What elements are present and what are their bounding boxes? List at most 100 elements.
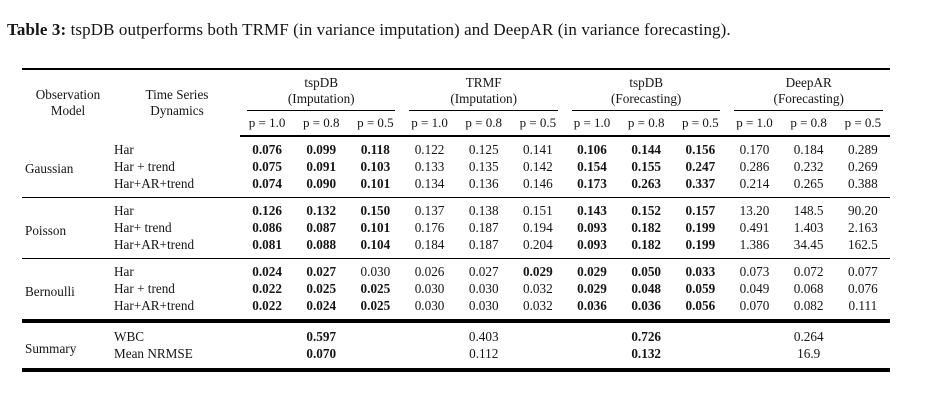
table-caption-label: Table 3:	[7, 20, 67, 39]
table-row: Bernoulli Har 0.024 0.027 0.030 0.026 0.027 0.0…	[22, 258, 890, 321]
group-header-tspdb-forecasting: tspDB (Forecasting)	[565, 69, 727, 111]
value-cell: 0.081	[252, 237, 282, 252]
value-cell: 0.136	[468, 176, 499, 191]
p-value-header: p = 1.0	[240, 111, 295, 137]
value-cell: 0.082	[793, 298, 824, 313]
column-header-observation-model: Observation Model	[22, 69, 114, 136]
value-cell: 0.156	[685, 142, 716, 157]
p-value-header: p = 0.5	[835, 111, 890, 137]
dynamics-label: Har+AR+trend	[114, 176, 195, 191]
value-cell: 90.20	[835, 197, 890, 219]
table-caption: Table 3: tspDB outperforms both TRMF (in…	[7, 20, 731, 40]
value-cell: 0.194	[523, 220, 553, 235]
value-cell: 162.5	[848, 237, 878, 252]
value-cell: 0.337	[685, 176, 716, 191]
summary-block: Summary WBC 0.597 0.403 0.726 0.264 Mean NRMSE…	[22, 319, 890, 370]
p-value-header: p = 0.5	[348, 111, 403, 137]
value-cell: 1.386	[739, 237, 770, 252]
value-cell: 0.050	[619, 258, 674, 280]
value-cell: 0.026	[402, 258, 457, 280]
value-cell: 0.093	[577, 237, 607, 252]
value-cell: 0.068	[793, 281, 824, 296]
value-cell: 0.133	[414, 159, 445, 174]
value-cell: 0.087	[306, 220, 337, 235]
value-cell: 0.144	[631, 142, 661, 157]
group-header-trmf-imputation: TRMF (Imputation)	[402, 69, 564, 111]
value-cell: 0.199	[685, 220, 716, 235]
p-value-header: p = 0.8	[456, 111, 511, 137]
value-cell: 0.072	[781, 258, 836, 280]
value-cell: 0.125	[468, 142, 499, 157]
value-cell: 0.076	[252, 142, 282, 157]
value-cell: 0.182	[631, 220, 661, 235]
summary-metric-label: WBC	[114, 319, 240, 345]
block-poisson: Poisson Har 0.126 0.132 0.150 0.137 0.138 0.151…	[22, 197, 890, 259]
table-row: Har+AR+trend 0.074 0.090 0.101 0.134 0.136 0.1…	[22, 175, 890, 198]
p-value-header: p = 0.8	[294, 111, 349, 137]
summary-label: Summary	[22, 319, 114, 370]
value-cell: 0.269	[848, 159, 878, 174]
p-value-header: p = 0.8	[619, 111, 674, 137]
value-cell: 0.187	[468, 237, 499, 252]
group-header-row: Observation Model Time Series Dynamics t…	[22, 69, 890, 118]
value-cell: 13.20	[727, 197, 782, 219]
value-cell: 0.154	[577, 159, 607, 174]
value-cell: 0.155	[631, 159, 661, 174]
summary-value-cell: 0.264	[727, 319, 890, 345]
value-cell: 0.101	[360, 176, 391, 191]
p-value-header: p = 1.0	[727, 111, 782, 137]
p-value-header: p = 1.0	[402, 111, 457, 137]
value-cell: 0.099	[306, 142, 337, 157]
value-cell: 0.152	[619, 197, 674, 219]
value-cell: 0.075	[252, 159, 282, 174]
table-row: Har + trend 0.022 0.025 0.025 0.030 0.030 0.03…	[22, 280, 890, 297]
value-cell: 0.132	[294, 197, 349, 219]
table-row: Har+AR+trend 0.081 0.088 0.104 0.184 0.187 0.2…	[22, 236, 890, 259]
value-cell: 0.029	[577, 281, 607, 296]
value-cell: 0.263	[631, 176, 661, 191]
value-cell: 0.090	[306, 176, 337, 191]
value-cell: 0.022	[252, 281, 282, 296]
value-cell: 0.033	[673, 258, 728, 280]
value-cell: 0.184	[793, 142, 824, 157]
value-cell: 2.163	[848, 220, 878, 235]
value-cell: 0.141	[523, 142, 553, 157]
dynamics-label: Har + trend	[114, 159, 175, 174]
value-cell: 0.122	[414, 142, 445, 157]
value-cell: 0.138	[456, 197, 511, 219]
value-cell: 0.388	[848, 176, 878, 191]
value-cell: 0.135	[468, 159, 499, 174]
value-cell: 0.056	[685, 298, 716, 313]
value-cell: 0.059	[685, 281, 716, 296]
group-mode: (Forecasting)	[773, 91, 844, 106]
dynamics-label: Har+AR+trend	[114, 298, 195, 313]
summary-value-cell: 0.070	[306, 346, 337, 361]
value-cell: 0.142	[523, 159, 553, 174]
summary-value-cell: 0.726	[564, 319, 728, 345]
value-cell: 0.027	[294, 258, 349, 280]
value-cell: 0.170	[739, 142, 770, 157]
dynamics-label: Har	[114, 141, 134, 157]
value-cell: 0.157	[673, 197, 728, 219]
table-row: Har+ trend 0.086 0.087 0.101 0.176 0.187 0.194…	[22, 219, 890, 236]
group-name: tspDB	[629, 75, 664, 90]
value-cell: 0.032	[523, 281, 553, 296]
block-gaussian: Gaussian Har 0.076 0.099 0.118 0.122 0.125 0.14…	[22, 136, 890, 198]
value-cell: 0.184	[414, 237, 445, 252]
value-cell: 0.204	[523, 237, 553, 252]
value-cell: 0.024	[240, 258, 295, 280]
table-header: Observation Model Time Series Dynamics t…	[22, 69, 890, 137]
dynamics-label: Har+ trend	[114, 220, 172, 235]
value-cell: 0.101	[360, 220, 391, 235]
p-value-header: p = 0.5	[673, 111, 728, 137]
summary-value-cell: 0.132	[631, 346, 661, 361]
p-value-header: p = 0.5	[510, 111, 565, 137]
value-cell: 0.150	[348, 197, 403, 219]
table-row: Poisson Har 0.126 0.132 0.150 0.137 0.138 0.151…	[22, 197, 890, 259]
value-cell: 0.214	[739, 176, 770, 191]
group-mode: (Imputation)	[287, 91, 355, 106]
value-cell: 0.106	[577, 142, 607, 157]
value-cell: 148.5	[781, 197, 836, 219]
value-cell: 0.036	[631, 298, 661, 313]
group-name: tspDB	[304, 75, 339, 90]
